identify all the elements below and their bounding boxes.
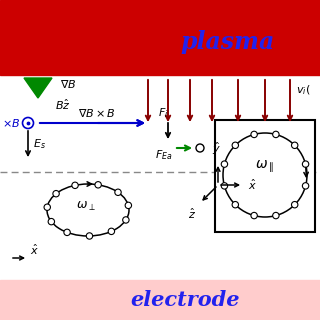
Bar [0, 280, 320, 320]
Circle shape [53, 190, 59, 197]
Circle shape [302, 183, 309, 189]
Text: $\hat{x}$: $\hat{x}$ [30, 243, 39, 257]
Circle shape [221, 161, 228, 167]
Text: $\hat{z}$: $\hat{z}$ [188, 207, 196, 221]
Bar [0, 0, 320, 75]
Text: $\nabla B$: $\nabla B$ [60, 78, 76, 90]
Text: $F_i$: $F_i$ [158, 106, 169, 120]
Text: $B\hat{z}$: $B\hat{z}$ [55, 98, 71, 112]
Circle shape [48, 219, 54, 225]
Circle shape [273, 131, 279, 138]
Text: $F_{Ea}$: $F_{Ea}$ [155, 148, 172, 162]
Text: $\nabla B\times B$: $\nabla B\times B$ [78, 107, 116, 119]
Circle shape [72, 182, 78, 188]
Bar [215, 120, 315, 232]
Circle shape [86, 233, 93, 239]
Text: $v_i($: $v_i($ [296, 83, 310, 97]
Circle shape [44, 204, 51, 211]
Text: $\omega_\parallel$: $\omega_\parallel$ [255, 159, 275, 175]
Text: $\hat{y}$: $\hat{y}$ [212, 140, 220, 157]
Text: $\times B$: $\times B$ [2, 117, 20, 129]
Text: $\hat{x}$: $\hat{x}$ [248, 178, 257, 192]
Circle shape [292, 142, 298, 148]
Circle shape [125, 202, 132, 209]
Circle shape [251, 212, 257, 219]
Circle shape [123, 217, 129, 223]
Circle shape [251, 131, 257, 138]
Circle shape [64, 229, 70, 236]
Polygon shape [24, 78, 52, 98]
Text: $E_s$: $E_s$ [33, 137, 46, 151]
Circle shape [95, 182, 101, 188]
Circle shape [273, 212, 279, 219]
Circle shape [196, 144, 204, 152]
Text: electrode: electrode [130, 290, 240, 310]
Circle shape [232, 142, 238, 148]
Circle shape [108, 228, 115, 235]
Text: $\omega_\perp$: $\omega_\perp$ [76, 199, 96, 212]
Circle shape [232, 202, 238, 208]
Bar [0, 75, 320, 280]
Circle shape [221, 183, 228, 189]
Text: plasma: plasma [181, 30, 275, 54]
Circle shape [22, 117, 34, 129]
Circle shape [292, 202, 298, 208]
Circle shape [115, 189, 121, 196]
Circle shape [302, 161, 309, 167]
